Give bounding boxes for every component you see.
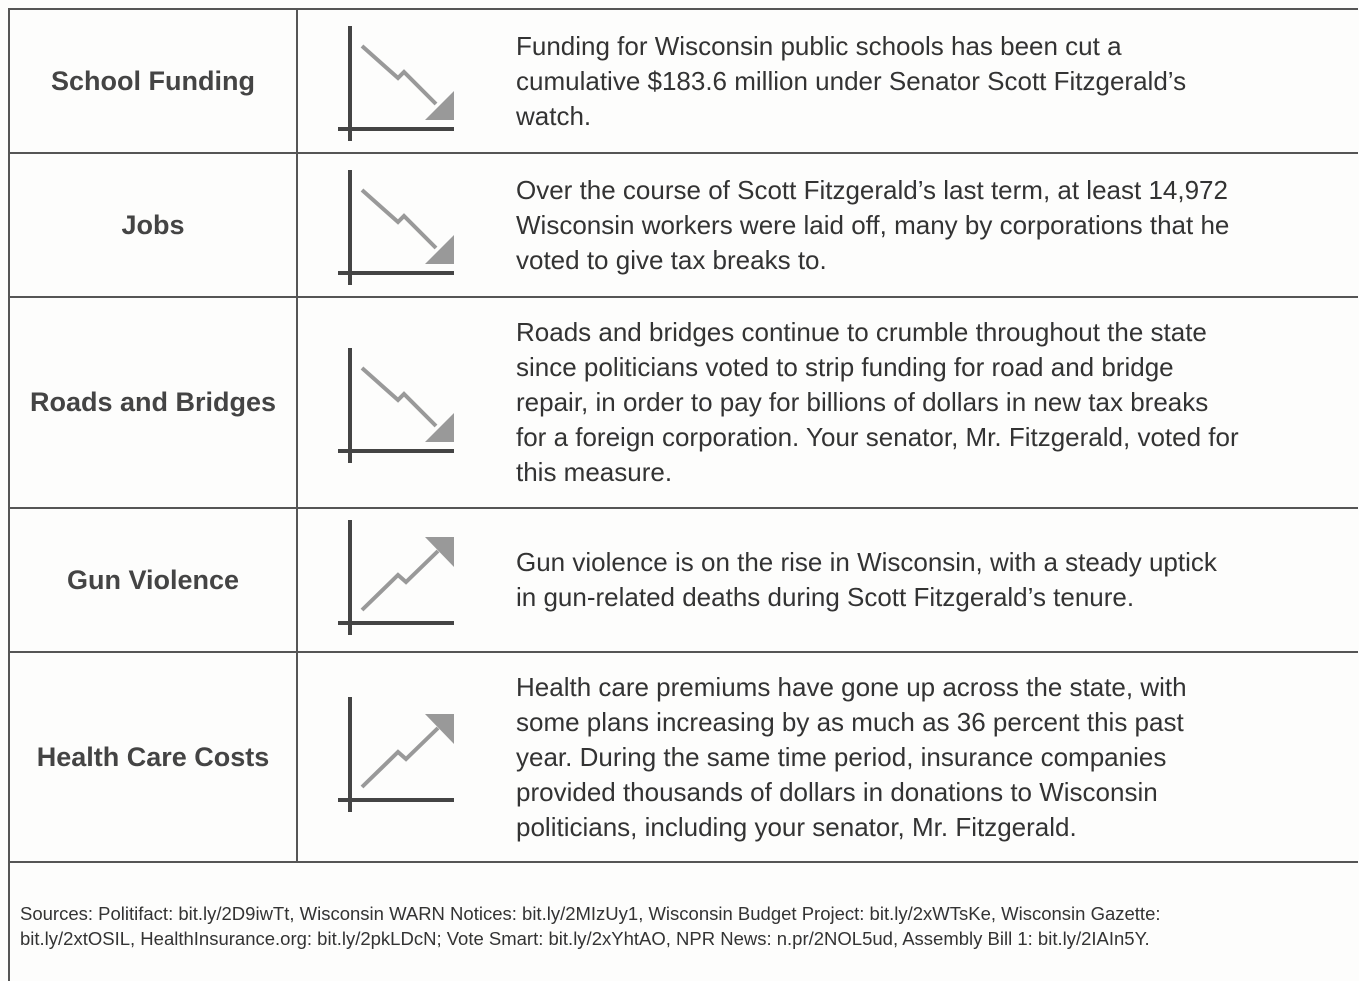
description-line: Gun violence is on the rise in Wisconsin… — [516, 547, 1217, 577]
row-description: Roads and bridges continue to crumble th… — [516, 298, 1358, 507]
row-label: Roads and Bridges — [8, 298, 298, 507]
description-line: repair, in order to pay for billions of … — [516, 387, 1209, 417]
row-label: School Funding — [8, 10, 298, 152]
row-description: Health care premiums have gone up across… — [516, 653, 1358, 861]
sources: Sources: Politifact: bit.ly/2D9iwTt, Wis… — [8, 861, 1358, 981]
description-line: politicians, including your senator, Mr.… — [516, 811, 1077, 842]
description-line: voted to give tax breaks to. — [516, 244, 827, 275]
description-line: this measure. — [516, 457, 673, 487]
sources-line: bit.ly/2xtOSIL, HealthInsurance.org: bit… — [20, 928, 1150, 949]
trend-graphic — [298, 16, 498, 146]
description-line: Health care premiums have gone up across… — [516, 671, 1187, 702]
description-line: in gun-related deaths during Scott Fitzg… — [516, 582, 1135, 612]
description-line: provided thousands of dollars in donatio… — [516, 776, 1158, 807]
table-row: School Funding Funding for Wisconsin publ… — [8, 8, 1358, 152]
table-row: Health Care Costs Health care premiums ha… — [8, 651, 1358, 861]
row-label: Jobs — [8, 154, 298, 296]
description-line: Over the course of Scott Fitzgerald’s la… — [516, 174, 1228, 205]
description-line: Funding for Wisconsin public schools has… — [516, 30, 1122, 61]
description-line: watch. — [516, 100, 592, 131]
row-label: Gun Violence — [8, 509, 298, 651]
description-line: Roads and bridges continue to crumble th… — [516, 317, 1207, 347]
trend-graphic — [298, 515, 498, 645]
trend-icon — [298, 653, 500, 861]
description-line: for a foreign corporation. Your senator,… — [516, 422, 1239, 452]
description-line: since politicians voted to strip funding… — [516, 352, 1174, 382]
trend-icon — [298, 10, 500, 152]
description-line: year. During the same time period, insur… — [516, 741, 1167, 772]
trend-graphic — [298, 160, 498, 290]
row-description: Gun violence is on the rise in Wisconsin… — [516, 509, 1358, 651]
trend-graphic — [298, 338, 498, 468]
description-line: some plans increasing by as much as 36 p… — [516, 706, 1184, 737]
row-label: Health Care Costs — [8, 653, 298, 861]
trend-graphic — [298, 692, 498, 822]
table-row: Gun Violence Gun violence is on the rise … — [8, 507, 1358, 651]
trend-icon — [298, 298, 500, 507]
description-line: Wisconsin workers were laid off, many by… — [516, 209, 1230, 240]
trend-icon — [298, 509, 500, 651]
row-description: Over the course of Scott Fitzgerald’s la… — [516, 154, 1358, 296]
trend-icon — [298, 154, 500, 296]
table-row: Roads and Bridges Roads and bridges conti… — [8, 296, 1358, 507]
description-line: cumulative $183.6 million under Senator … — [516, 65, 1187, 96]
table-row: Jobs Over the course of Scott Fitzgerald’… — [8, 152, 1358, 296]
sources-line: Sources: Politifact: bit.ly/2D9iwTt, Wis… — [20, 903, 1161, 924]
row-description: Funding for Wisconsin public schools has… — [516, 10, 1358, 152]
